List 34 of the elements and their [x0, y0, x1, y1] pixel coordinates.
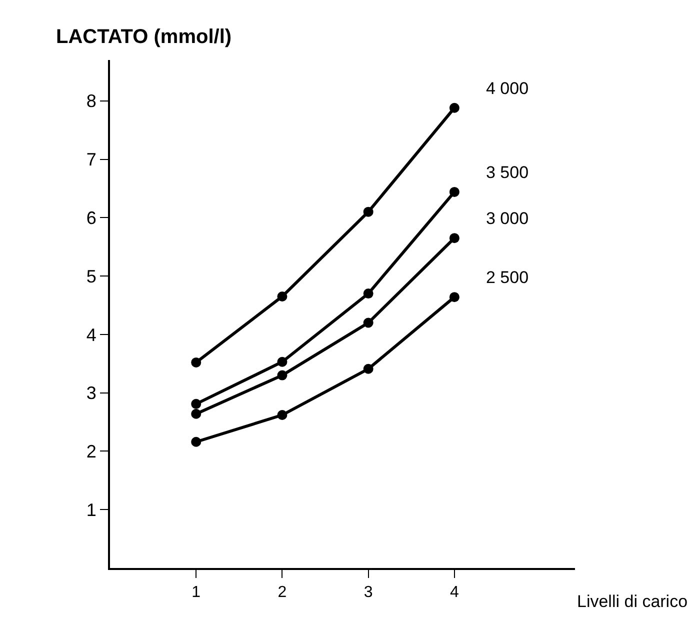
point [363, 318, 374, 328]
point [277, 410, 288, 420]
y-tick-label: 2 [86, 442, 96, 462]
series-label: 2 500 [486, 268, 529, 287]
x-tick-label: 4 [450, 584, 459, 602]
point [277, 356, 288, 367]
y-tick-label: 4 [86, 324, 96, 345]
series-label: 3 000 [486, 209, 529, 228]
point [191, 398, 202, 409]
point [363, 364, 374, 374]
point [449, 102, 460, 113]
x-tick-label: 3 [364, 584, 373, 602]
x-axis-title: Livelli di carico [577, 592, 688, 611]
point [277, 291, 288, 302]
y-tick-label: 3 [86, 383, 96, 404]
point [277, 370, 288, 380]
y-tick-label: 7 [86, 150, 96, 170]
y-tick-label: 6 [86, 208, 96, 228]
point [449, 186, 460, 197]
point [191, 357, 202, 368]
point [191, 436, 202, 447]
y-tick-label: 5 [86, 266, 96, 286]
x-tick-label: 1 [192, 584, 201, 602]
point [363, 206, 374, 217]
series-label: 4 000 [486, 79, 529, 98]
point [191, 408, 202, 419]
point [449, 292, 460, 302]
point [363, 288, 374, 299]
x-tick-label: 2 [278, 584, 287, 602]
point [449, 233, 460, 244]
series-label: 3 500 [486, 163, 529, 182]
y-axis-title: LACTATO (mmol/l) [56, 26, 232, 48]
y-tick-label: 8 [86, 91, 96, 112]
y-tick-label: 1 [86, 500, 96, 520]
